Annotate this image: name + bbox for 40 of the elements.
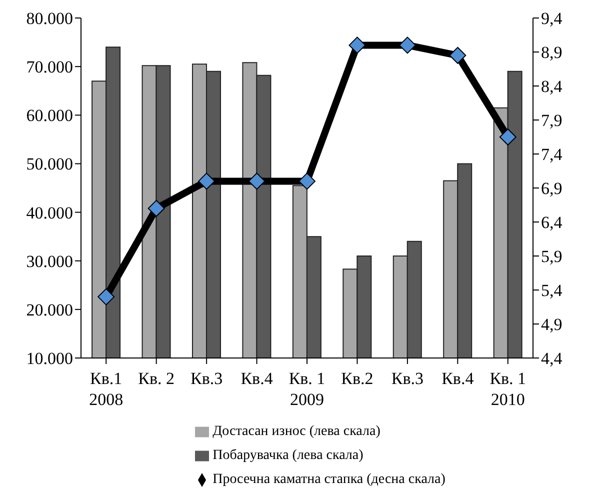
- legend-label: Побарувачка (лева скала): [212, 448, 364, 463]
- y2-tick-label: 6,9: [541, 179, 562, 198]
- legend-label: Достасан износ (лева скала): [212, 424, 380, 439]
- x-tick-label: Кв. 1 2009: [288, 369, 326, 409]
- y2-tick-label: 7,9: [541, 111, 562, 130]
- point: [348, 36, 366, 54]
- x-tick-label: Кв. 2: [138, 369, 175, 388]
- y-tick-label: 70.000: [26, 58, 73, 77]
- x-tick-label: Кв.3: [391, 369, 424, 388]
- x-tick-label: Кв.3: [190, 369, 223, 388]
- x-tick-label: Кв.4: [240, 369, 274, 388]
- y2-tick-label: 4,9: [541, 315, 562, 334]
- point: [449, 46, 466, 64]
- y2-tick-label: 8,4: [541, 77, 563, 96]
- x-tick-label: Кв. 1 2010: [490, 369, 526, 409]
- y2-tick-label: 7,4: [541, 145, 563, 164]
- point: [198, 172, 216, 190]
- y2-tick-label: 6,4: [541, 213, 563, 232]
- y-tick-label: 50.000: [26, 154, 73, 174]
- point: [398, 36, 416, 54]
- y-tick-label: 40.000: [26, 203, 73, 222]
- x-tick-label: Кв.1 2008: [89, 369, 124, 409]
- y-tick-label: 30.000: [26, 252, 73, 271]
- point: [499, 128, 516, 146]
- y2-tick-label: 5,9: [541, 247, 562, 266]
- point: [98, 288, 115, 306]
- y2-tick-label: 4,4: [541, 349, 563, 368]
- point: [298, 172, 316, 190]
- point: [148, 200, 165, 217]
- y-tick-label: 60.000: [26, 106, 73, 126]
- y-tick-label: 10.000: [26, 349, 73, 368]
- y-tick-label: 80.000: [26, 9, 73, 28]
- y2-tick-label: 8,9: [541, 43, 562, 62]
- x-tick-label: Кв.4: [442, 369, 474, 388]
- legend-label: Просечна каматна стапка (десна скала): [212, 472, 446, 487]
- point: [248, 172, 266, 190]
- y2-tick-label: 5,4: [541, 281, 563, 300]
- x-tick-label: Кв.2: [341, 369, 374, 388]
- y2-tick-label: 9,4: [541, 9, 563, 28]
- y-tick-label: 20.000: [26, 300, 73, 320]
